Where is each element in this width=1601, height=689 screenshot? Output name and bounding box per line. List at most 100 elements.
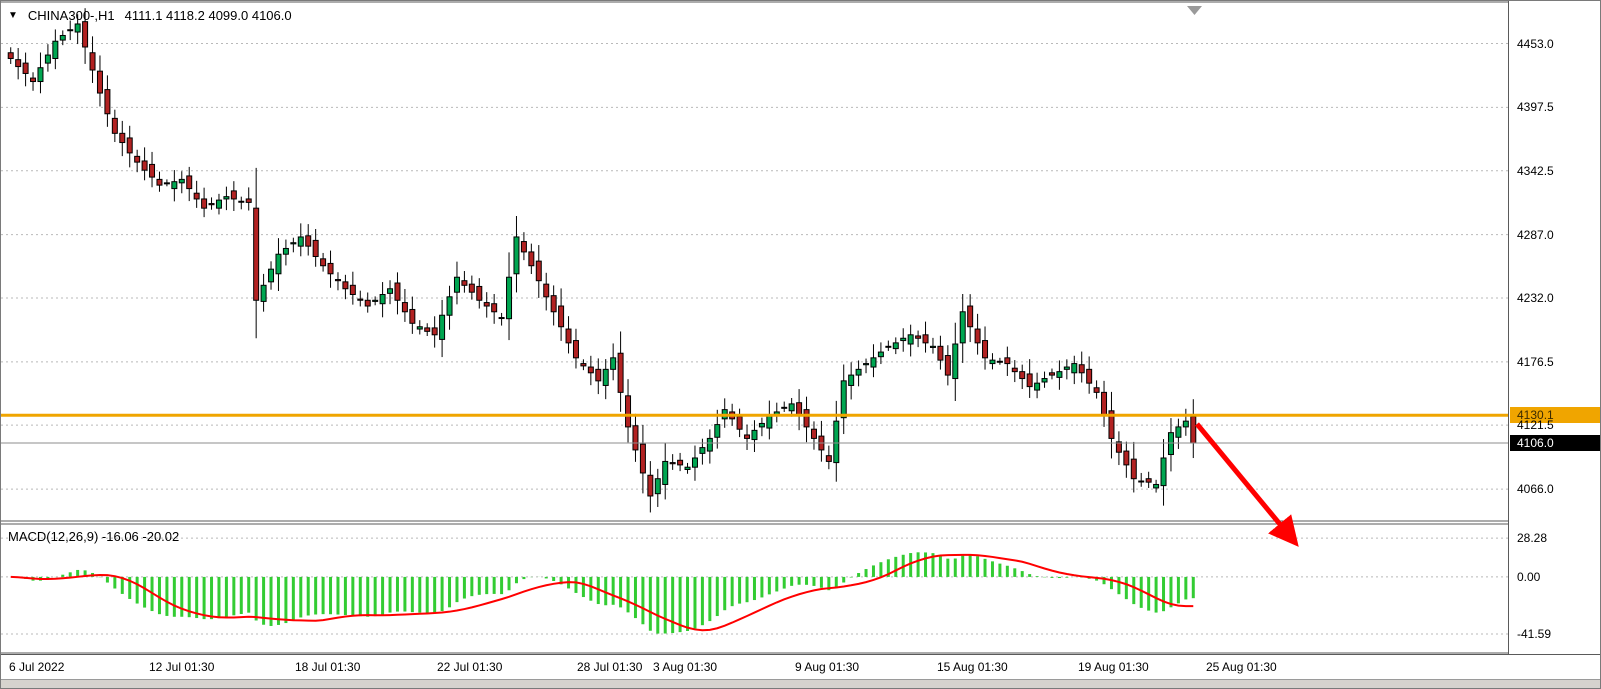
- time-tick-label: 3 Aug 01:30: [653, 660, 718, 674]
- candle-down: [149, 163, 156, 178]
- candle-up: [870, 357, 877, 368]
- candle-up: [498, 317, 505, 320]
- candle-down: [535, 260, 542, 282]
- candle-up: [1153, 483, 1160, 489]
- symbol-timeframe-label: CHINA300-,H1: [27, 8, 115, 23]
- last-price-badge: 4106.0: [1510, 435, 1600, 452]
- candle-up: [223, 196, 230, 200]
- candle-up: [74, 23, 81, 33]
- candle-down: [431, 327, 438, 336]
- candle-up: [959, 311, 966, 344]
- candle-down: [104, 89, 111, 115]
- hline-price-badge: 4130.1: [1510, 407, 1600, 424]
- time-tick-label: 18 Jul 01:30: [295, 660, 361, 674]
- candle-up: [684, 466, 691, 470]
- candle-down: [89, 52, 96, 71]
- candle-down: [1019, 371, 1026, 380]
- candle-down: [647, 474, 654, 497]
- candle-down: [669, 462, 676, 465]
- candle-up: [59, 34, 66, 41]
- time-tick-label: 12 Jul 01:30: [149, 660, 215, 674]
- candle-down: [468, 283, 475, 293]
- candle-down: [253, 207, 260, 301]
- candle-down: [587, 366, 594, 374]
- candle-down: [30, 77, 37, 83]
- candle-down: [550, 295, 557, 313]
- candle-up: [238, 200, 245, 203]
- candle-down: [1115, 441, 1122, 453]
- candle-down: [245, 198, 252, 203]
- symbol-dropdown-icon[interactable]: ▼: [8, 9, 18, 21]
- price-tick-label: 4232.0: [1517, 290, 1554, 305]
- candle-up: [840, 380, 847, 419]
- candle-up: [268, 268, 275, 283]
- macd-indicator-label: MACD(12,26,9) -16.06 -20.02: [8, 529, 180, 544]
- candle-up: [416, 326, 423, 330]
- candle-down: [639, 443, 646, 474]
- candle-up: [699, 447, 706, 454]
- candle-up: [1182, 420, 1189, 428]
- candle-up: [848, 374, 855, 386]
- candle-up: [282, 247, 289, 255]
- candle-down: [364, 299, 371, 307]
- candle-down: [632, 425, 639, 451]
- price-tick-label: 4176.5: [1517, 354, 1554, 369]
- candle-up: [989, 359, 996, 365]
- chart-plot-area[interactable]: ▼ CHINA300-,H1 4111.1 4118.2 4099.0 4106…: [1, 1, 1508, 654]
- candle-down: [565, 328, 572, 344]
- candle-down: [409, 308, 416, 324]
- candle-down: [803, 409, 810, 428]
- candle-up: [1160, 457, 1167, 487]
- candle-up: [67, 29, 74, 32]
- candle-down: [1011, 367, 1018, 373]
- candle-down: [944, 355, 951, 376]
- candle-down: [401, 302, 408, 313]
- candle-up: [885, 345, 892, 348]
- price-tick-label: 4121.5: [1517, 418, 1554, 433]
- candle-up: [453, 276, 460, 293]
- candle-down: [82, 21, 89, 48]
- candle-up: [907, 334, 914, 345]
- candle-down: [201, 198, 208, 209]
- chart-shift-marker[interactable]: [1187, 6, 1202, 15]
- candlestick-chart[interactable]: [1, 1, 1508, 654]
- candle-up: [506, 276, 513, 320]
- candle-up: [379, 294, 386, 305]
- macd-tick-label: 28.28: [1517, 531, 1548, 546]
- time-tick-label: 15 Aug 01:30: [937, 660, 1008, 674]
- candle-down: [424, 327, 431, 332]
- candle-down: [334, 279, 341, 282]
- candle-down: [208, 203, 215, 206]
- candle-down: [22, 62, 29, 74]
- candle-down: [967, 305, 974, 328]
- time-axis[interactable]: 6 Jul 2022 12 Jul 01:30 18 Jul 01:30 22 Jul…: [1, 654, 1600, 679]
- candle-up: [290, 242, 297, 245]
- candle-up: [751, 429, 758, 441]
- candle-up: [446, 296, 453, 316]
- candle-up: [52, 40, 59, 60]
- candle-down: [543, 283, 550, 298]
- trend-arrow-annotation[interactable]: [1195, 422, 1299, 547]
- candle-down: [937, 345, 944, 361]
- candle-up: [714, 424, 721, 438]
- candle-up: [297, 236, 304, 247]
- candle-up: [855, 368, 862, 376]
- candle-up: [1063, 366, 1070, 370]
- candle-up: [171, 181, 178, 190]
- price-axis[interactable]: 4130.1 4106.0 4453.0 4397.5 4342.5 4287.0 42…: [1508, 1, 1600, 679]
- candle-up: [766, 414, 773, 429]
- candle-down: [483, 302, 490, 307]
- candle-up: [44, 54, 51, 64]
- candle-down: [810, 428, 817, 439]
- candle-down: [1078, 364, 1085, 374]
- candle-down: [1130, 458, 1137, 480]
- candle-down: [230, 190, 237, 200]
- candle-down: [193, 192, 200, 200]
- candle-down: [572, 340, 579, 359]
- candle-down: [528, 251, 535, 267]
- time-tick-label: 28 Jul 01:30: [577, 660, 643, 674]
- candle-down: [156, 178, 163, 186]
- candle-up: [691, 457, 698, 468]
- candle-down: [342, 281, 349, 290]
- candle-down: [736, 416, 743, 430]
